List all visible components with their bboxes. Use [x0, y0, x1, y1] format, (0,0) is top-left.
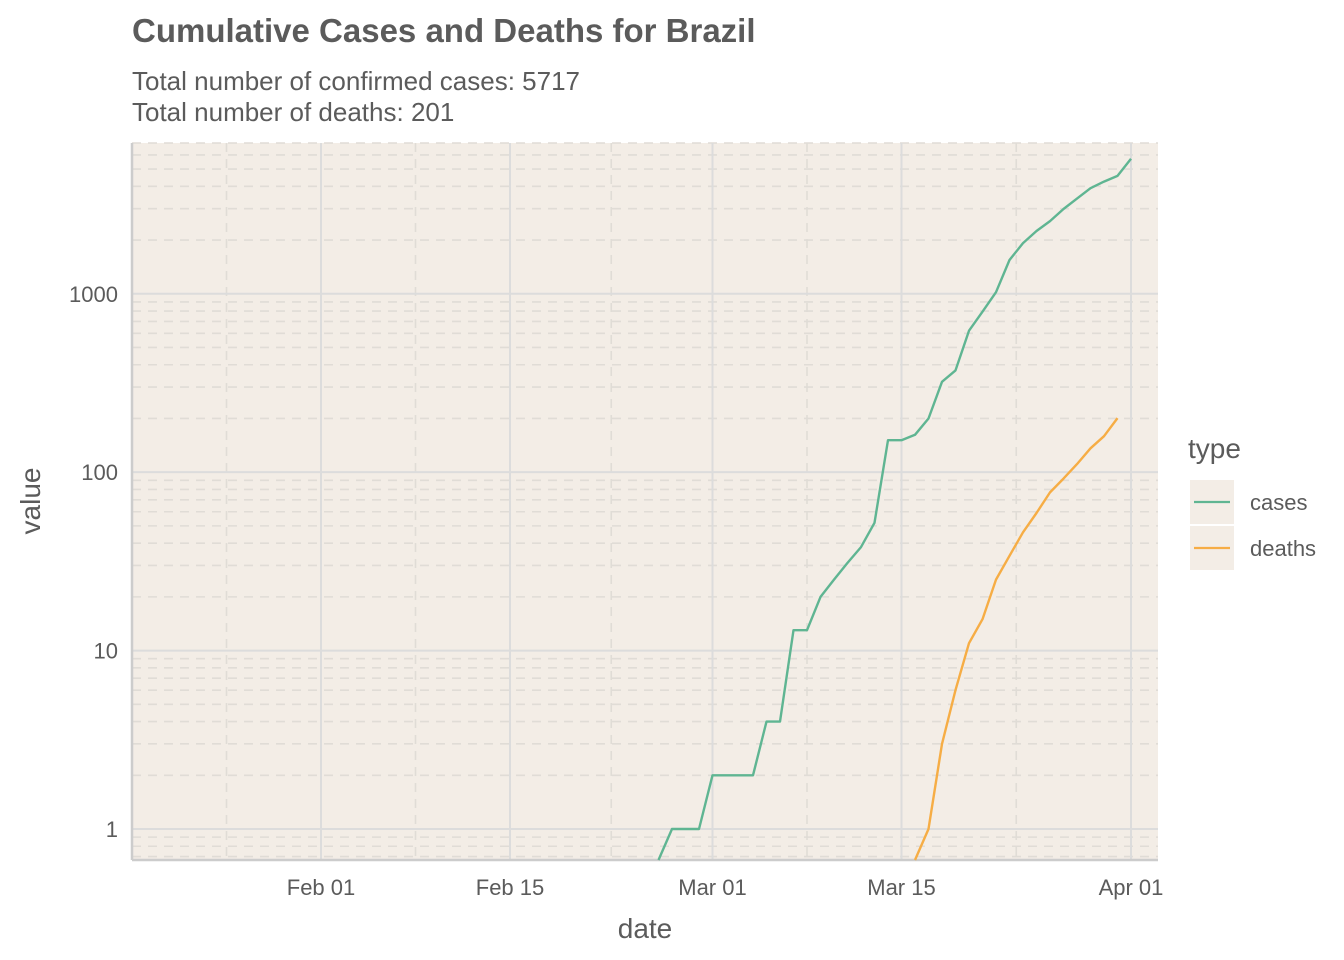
chart-subtitle-cases: Total number of confirmed cases: 5717: [132, 66, 581, 96]
x-tick-label: Feb 01: [287, 875, 356, 900]
legend-title: type: [1188, 433, 1241, 464]
x-tick-label: Feb 15: [476, 875, 545, 900]
legend: type cases deaths: [1188, 433, 1316, 570]
x-tick-label: Mar 15: [867, 875, 935, 900]
x-tick-label: Apr 01: [1099, 875, 1164, 900]
y-tick-label: 1000: [69, 282, 118, 307]
minor-gridlines: [132, 142, 1158, 860]
series-line-cases: [657, 157, 1132, 861]
chart-subtitle-deaths: Total number of deaths: 201: [132, 97, 455, 127]
chart-title: Cumulative Cases and Deaths for Brazil: [132, 12, 756, 49]
major-gridlines: [132, 143, 1158, 860]
legend-label-deaths: deaths: [1250, 536, 1316, 561]
x-tick-label: Mar 01: [678, 875, 746, 900]
plot-panel: [132, 143, 1158, 860]
legend-label-cases: cases: [1250, 490, 1307, 515]
axes: [130, 143, 1158, 862]
y-tick-labels: 1 10 100 1000: [69, 282, 118, 842]
series-line-deaths: [913, 417, 1119, 861]
y-tick-label: 100: [81, 460, 118, 485]
y-tick-label: 10: [94, 639, 118, 664]
series-lines: [657, 157, 1132, 861]
y-axis-title: value: [15, 468, 46, 535]
x-axis-title: date: [618, 913, 673, 944]
x-tick-labels: Feb 01 Feb 15 Mar 01 Mar 15 Apr 01: [287, 875, 1164, 900]
y-tick-label: 1: [106, 817, 118, 842]
